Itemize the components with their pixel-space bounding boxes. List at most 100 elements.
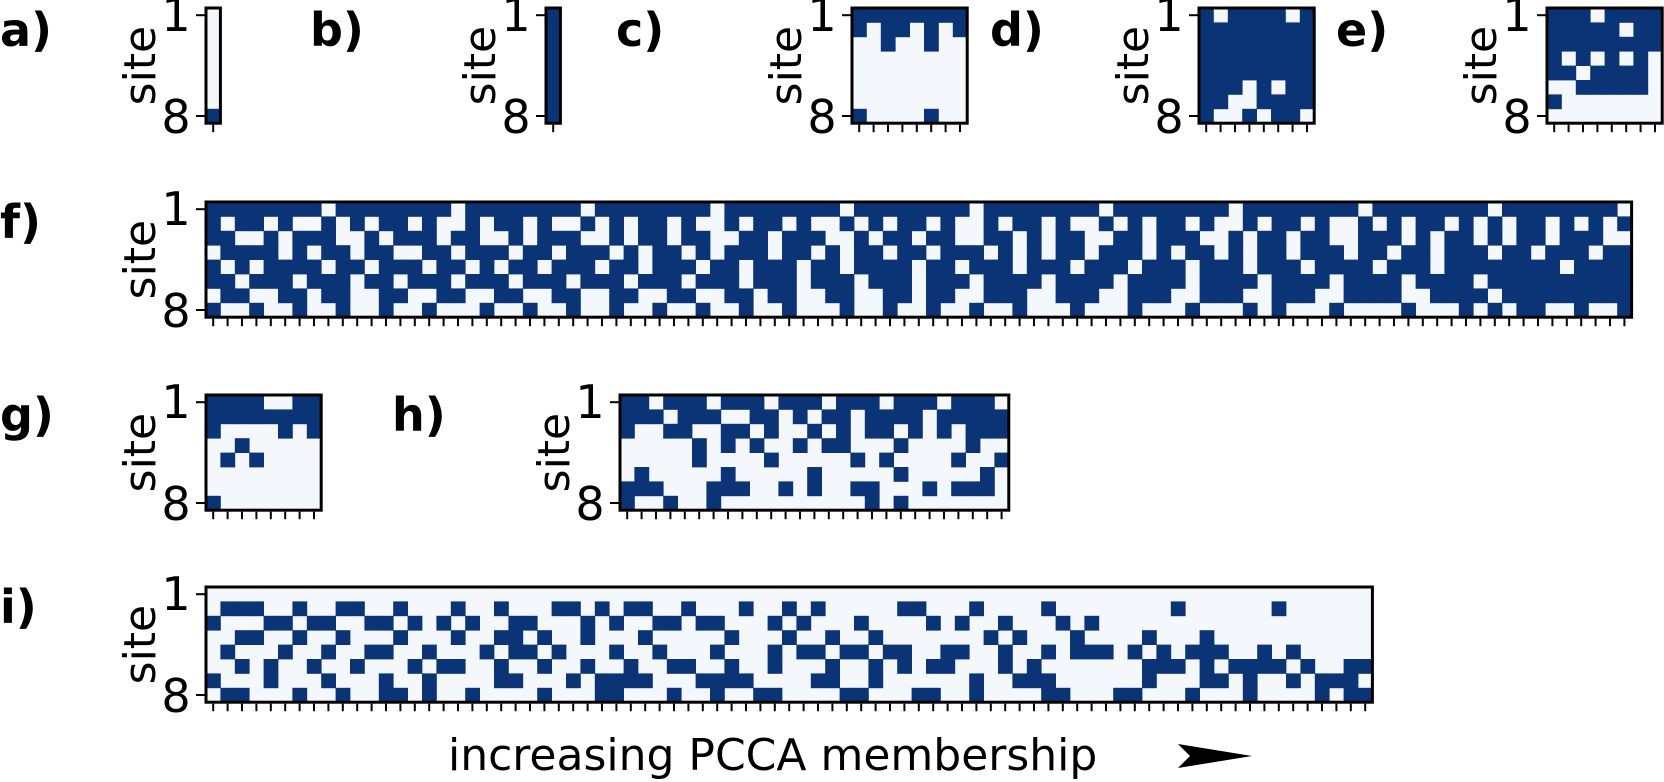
heatmap-cell: [1516, 259, 1532, 275]
heatmap-cell: [1113, 245, 1128, 260]
heatmap-cell: [911, 202, 927, 217]
heatmap-cell: [710, 274, 725, 289]
heatmap-cell: [263, 659, 279, 674]
heatmap-cell: [436, 659, 452, 674]
y-tick-label: 8: [161, 477, 190, 531]
heatmap-cell: [1575, 80, 1591, 95]
heatmap-cell: [1170, 259, 1186, 275]
heatmap-cell: [1026, 259, 1042, 275]
heatmap-cell: [321, 274, 336, 289]
heatmap-cell: [1170, 659, 1186, 674]
heatmap-cell: [908, 423, 923, 439]
heatmap-cell: [1213, 22, 1229, 38]
heatmap-cell: [1502, 274, 1517, 289]
y-tick-label: 8: [161, 669, 190, 723]
heatmap-cell: [926, 230, 941, 246]
heatmap-cell: [508, 202, 524, 217]
heatmap-cell: [825, 274, 840, 289]
heatmap-cell: [807, 481, 822, 497]
heatmap-cell: [954, 615, 970, 631]
heatmap-cell: [954, 274, 970, 289]
heatmap-cell: [1329, 259, 1344, 275]
heatmap-cell: [292, 395, 308, 410]
heatmap-cell: [1242, 65, 1257, 81]
heatmap-cell: [278, 615, 293, 631]
heatmap-cell: [1127, 687, 1143, 703]
heatmap-cell: [1156, 659, 1172, 674]
heatmap-cell: [940, 216, 956, 232]
heatmap-cell: [880, 22, 896, 38]
heatmap-cell: [738, 230, 754, 246]
heatmap-cell: [1300, 288, 1316, 304]
heatmap-cell: [1098, 216, 1114, 232]
heatmap-cell: [839, 274, 855, 289]
heatmap-cell: [1026, 673, 1042, 689]
heatmap-cell: [983, 274, 999, 289]
heatmap-cell: [911, 601, 927, 617]
panel-letter: h): [392, 388, 446, 442]
heatmap-cell: [1170, 202, 1186, 217]
heatmap-cell: [692, 438, 707, 453]
heatmap-cell: [436, 274, 452, 289]
heatmap-cell: [969, 259, 984, 275]
heatmap-cell: [695, 302, 711, 318]
heatmap-cell: [609, 687, 624, 703]
heatmap-cell: [638, 673, 653, 689]
heatmap-cell: [1185, 302, 1200, 318]
heatmap-cell: [1444, 202, 1460, 217]
heatmap-cell: [1227, 51, 1243, 66]
y-tick-label: 1: [807, 0, 836, 42]
heatmap-cell: [1604, 22, 1620, 38]
heatmap-cell: [850, 481, 866, 497]
heatmap-cell: [911, 245, 927, 260]
heatmap-cell: [1098, 644, 1114, 660]
heatmap-cell: [1590, 36, 1605, 52]
heatmap-cell: [1358, 216, 1373, 232]
heatmap-cell: [1430, 216, 1445, 232]
heatmap-cell: [634, 481, 650, 497]
heatmap-cell: [1386, 202, 1402, 217]
heatmap-cell: [1617, 274, 1632, 289]
heatmap-cell: [1547, 51, 1562, 66]
panel-letter: b): [310, 3, 364, 57]
heatmap-cell: [335, 245, 351, 260]
heatmap-cell: [1142, 659, 1157, 674]
heatmap-cell: [1242, 22, 1257, 38]
heatmap-cell: [1257, 259, 1272, 275]
heatmap-cell: [1271, 659, 1287, 674]
heatmap-cell: [1633, 80, 1649, 95]
heatmap-cell: [868, 245, 884, 260]
heatmap-cell: [724, 288, 740, 304]
heatmap-cell: [479, 202, 495, 217]
heatmap-cell: [1257, 230, 1272, 246]
heatmap-cell: [1285, 94, 1301, 110]
heatmap-cell: [508, 216, 524, 232]
heatmap-cell: [969, 601, 984, 617]
heatmap-cell: [306, 423, 322, 439]
heatmap-cell: [522, 302, 538, 318]
heatmap-cell: [1619, 8, 1634, 23]
heatmap-cell: [407, 274, 423, 289]
heatmap-cell: [620, 495, 635, 511]
heatmap-cell: [234, 216, 250, 232]
heatmap-cell: [1561, 22, 1577, 38]
heatmap-cell: [546, 65, 561, 81]
heatmap-cell: [634, 409, 650, 425]
heatmap-cell: [764, 423, 779, 439]
heatmap-cell: [1329, 245, 1344, 260]
heatmap-cell: [1588, 259, 1604, 275]
heatmap-cell: [882, 644, 898, 660]
heatmap-cell: [378, 302, 394, 318]
y-axis-label: site: [115, 413, 166, 492]
panel-letter: e): [1336, 3, 1388, 57]
heatmap-cell: [494, 245, 509, 260]
heatmap-cell: [620, 423, 635, 439]
heatmap-cell: [1386, 230, 1402, 246]
heatmap-cell: [393, 216, 408, 232]
heatmap-cell: [893, 495, 909, 511]
heatmap-cell: [677, 395, 693, 410]
panel-letter: i): [0, 580, 37, 634]
heatmap-cell: [1559, 216, 1575, 232]
heatmap-cell: [321, 615, 336, 631]
